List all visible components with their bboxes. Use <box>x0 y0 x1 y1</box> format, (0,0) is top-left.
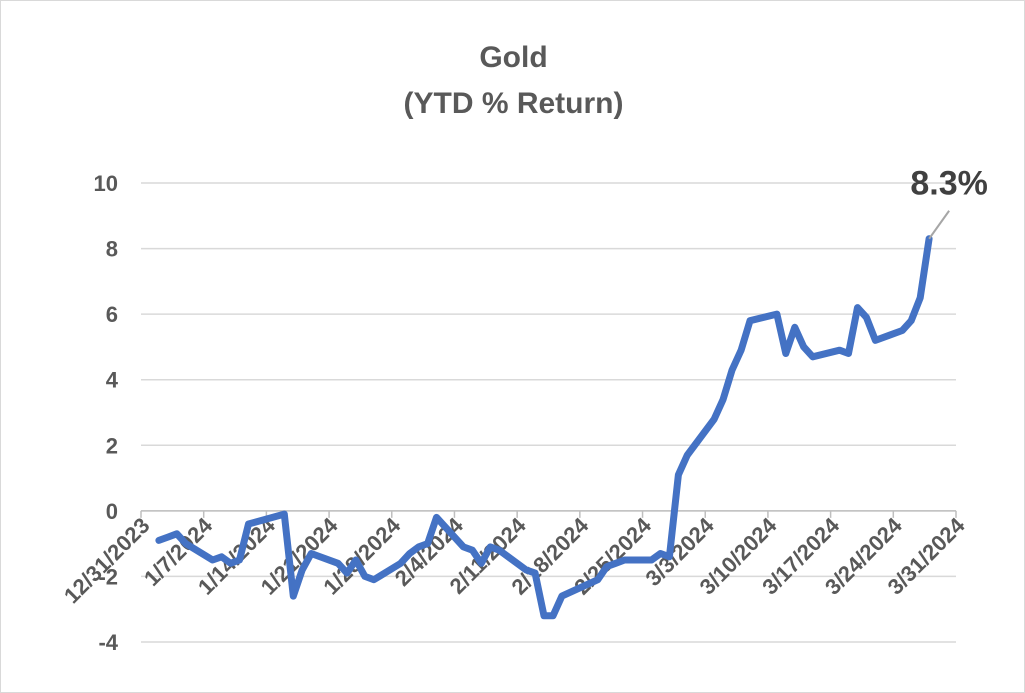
y-tick-label: 8 <box>106 237 118 262</box>
series-line <box>155 235 933 620</box>
annotation-leader <box>928 210 950 240</box>
y-tick-label: 10 <box>94 171 118 196</box>
y-axis-ticks: 10 8 6 4 2 0 -2 -4 <box>94 171 119 655</box>
chart-title: Gold <box>479 41 548 74</box>
end-value-label: 8.3% <box>910 165 988 203</box>
chart-subtitle: (YTD % Return) <box>403 87 624 120</box>
y-tick-label: 0 <box>106 499 118 524</box>
x-tick-label: 12/31/2023 <box>59 513 155 609</box>
y-tick-label: 2 <box>106 433 118 458</box>
annotation-layer: 8.3% <box>910 165 988 240</box>
series-layer <box>155 235 933 620</box>
axis <box>140 510 957 518</box>
y-tick-label: 4 <box>106 368 119 393</box>
y-tick-label: -4 <box>98 630 118 655</box>
y-tick-label: -2 <box>98 564 118 589</box>
y-tick-label: 6 <box>106 302 118 327</box>
